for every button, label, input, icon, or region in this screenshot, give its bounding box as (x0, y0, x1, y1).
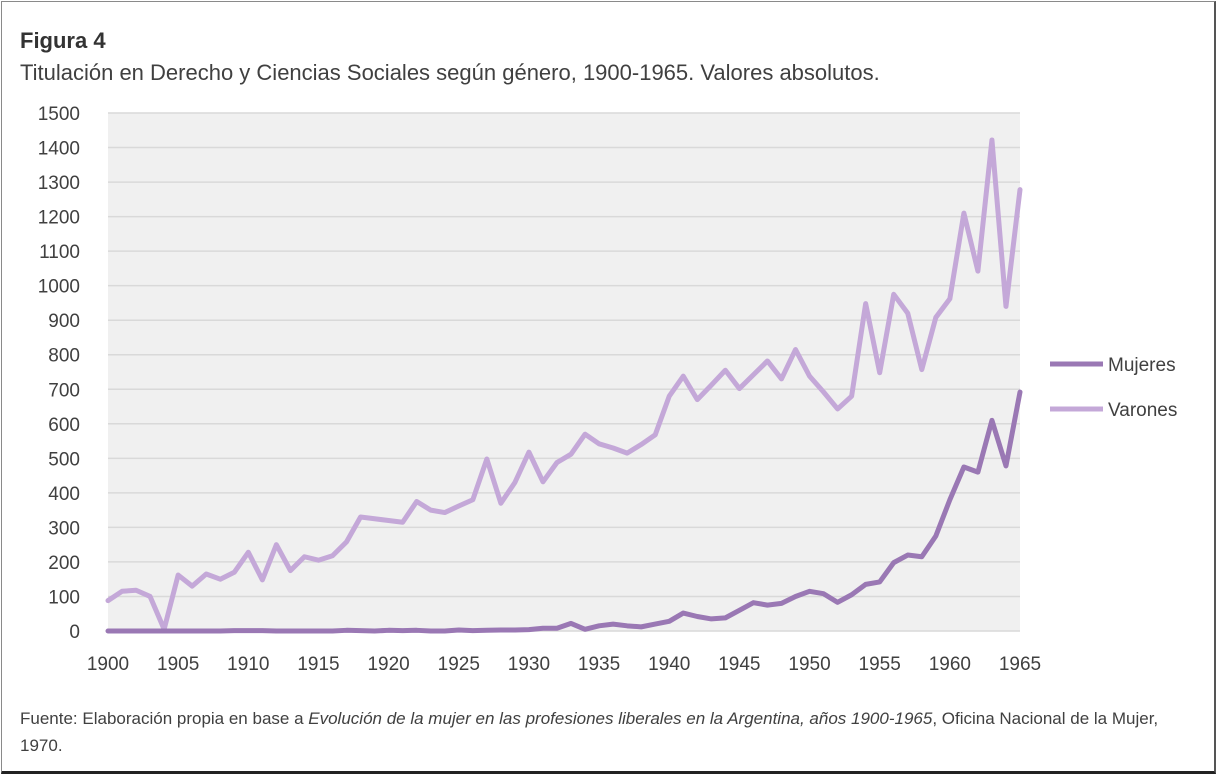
y-tick-label: 100 (48, 587, 80, 608)
x-tick-label: 1925 (438, 654, 480, 675)
figure-label: Figura 4 (20, 28, 106, 53)
y-tick-label: 1400 (38, 139, 80, 160)
source-suffix: , Oficina Nacional de la Mujer, 1970. (20, 709, 1159, 755)
x-tick-label: 1910 (227, 654, 269, 675)
y-tick-label: 200 (48, 553, 80, 574)
x-tick-label: 1935 (578, 654, 620, 675)
source-note: Fuente: Elaboración propia en base a Evo… (20, 705, 1190, 759)
plot-area (108, 113, 1020, 631)
y-axis: 0 100 200 300 400 500 600 700 800 900 1000 1100 1200… (38, 104, 80, 643)
y-tick-label: 0 (69, 622, 80, 643)
series-line-mujeres (105, 389, 1023, 634)
y-tick-label: 300 (48, 518, 80, 539)
legend-label-mujeres: Mujeres (1108, 355, 1176, 376)
legend-label-varones: Varones (1108, 400, 1177, 421)
y-tick-label: 1500 (38, 104, 80, 125)
x-axis: 1900 1905 1910 1915 1920 1925 1930 1935 1940 1945… (87, 654, 1041, 675)
x-tick-label: 1920 (367, 654, 409, 675)
y-tick-label: 400 (48, 484, 80, 505)
y-tick-label: 600 (48, 415, 80, 436)
x-tick-label: 1955 (859, 654, 901, 675)
x-tick-label: 1965 (999, 654, 1041, 675)
x-tick-label: 1930 (508, 654, 550, 675)
y-tick-label: 1100 (39, 242, 80, 263)
y-tick-label: 800 (48, 346, 80, 367)
y-tick-label: 1200 (38, 208, 80, 229)
y-tick-label: 700 (48, 380, 80, 401)
y-tick-label: 900 (48, 311, 80, 332)
series-line-varones (105, 137, 1023, 632)
x-tick-label: 1915 (297, 654, 339, 675)
figure-title: Titulación en Derecho y Ciencias Sociale… (20, 60, 880, 85)
x-tick-label: 1905 (157, 654, 199, 675)
y-tick-label: 1000 (38, 277, 80, 298)
legend: Mujeres Varones (1050, 355, 1177, 421)
x-tick-label: 1900 (87, 654, 129, 675)
x-tick-label: 1960 (929, 654, 971, 675)
x-tick-label: 1945 (718, 654, 760, 675)
x-tick-label: 1950 (788, 654, 830, 675)
x-tick-label: 1940 (648, 654, 690, 675)
y-tick-label: 1300 (38, 173, 80, 194)
source-prefix: Fuente: Elaboración propia en base a (20, 709, 309, 728)
source-work: Evolución de la mujer en las profesiones… (308, 709, 933, 728)
y-tick-label: 500 (48, 449, 80, 470)
series-lines (105, 137, 1023, 634)
